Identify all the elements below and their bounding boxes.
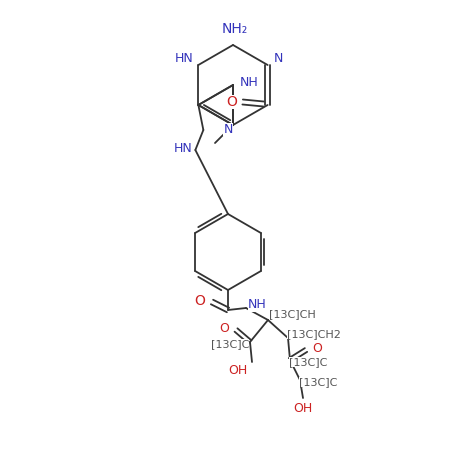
Text: [13C]CH2: [13C]CH2 [287, 329, 341, 339]
Text: N: N [274, 53, 283, 66]
Text: [13C]C: [13C]C [299, 377, 337, 387]
Text: [13C]C: [13C]C [211, 339, 249, 349]
Text: [13C]CH: [13C]CH [269, 309, 315, 319]
Text: OH: OH [228, 364, 248, 377]
Text: HN: HN [174, 141, 193, 154]
Text: O: O [312, 342, 322, 356]
Text: NH: NH [248, 298, 266, 311]
Text: [13C]C: [13C]C [289, 357, 327, 367]
Text: O: O [194, 294, 206, 308]
Text: O: O [226, 95, 237, 109]
Text: N: N [223, 123, 232, 136]
Text: NH₂: NH₂ [222, 22, 248, 36]
Text: O: O [219, 323, 229, 336]
Text: NH: NH [239, 76, 259, 90]
Text: HN: HN [175, 53, 194, 66]
Text: OH: OH [293, 401, 312, 414]
